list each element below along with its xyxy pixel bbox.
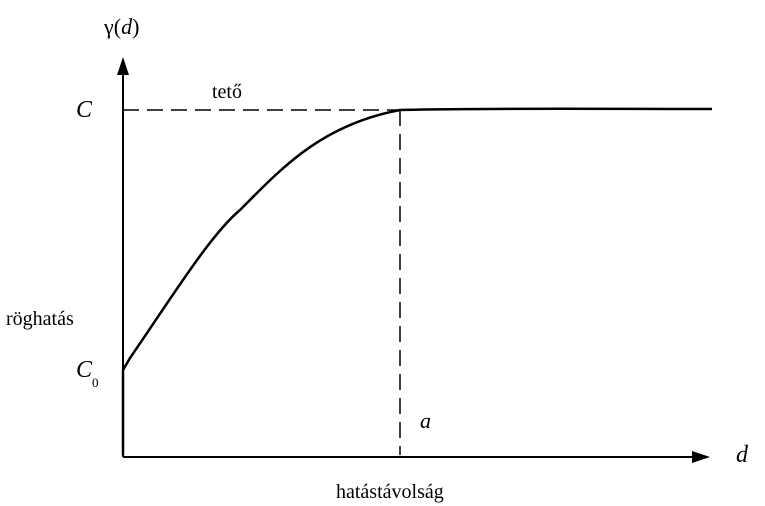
y-axis-arrowhead — [117, 57, 129, 75]
nugget-symbol: C — [76, 357, 93, 383]
range-symbol: a — [420, 408, 431, 433]
x-axis-label: d — [736, 442, 749, 468]
variogram-curve — [121, 107, 713, 455]
y-axis-label: γ(d) — [103, 14, 139, 39]
sill-symbol: C — [76, 97, 93, 123]
range-label: hatástávolság — [336, 481, 444, 503]
sill-label: tető — [212, 81, 242, 103]
x-axis-arrowhead — [692, 451, 710, 463]
nugget-subscript: 0 — [92, 375, 99, 390]
nugget-label: röghatás — [6, 308, 74, 330]
